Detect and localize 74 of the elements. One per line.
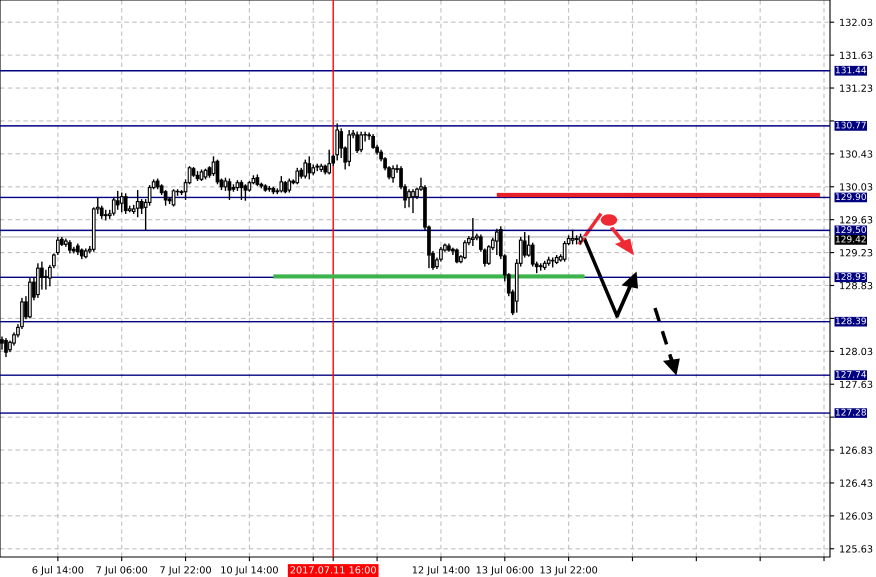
candlestick [570, 228, 574, 246]
y-tick-label: 129.23 [840, 249, 872, 256]
x-tick-label: 13 Jul 06:00 [476, 566, 534, 576]
y-tick-label: 126.03 [840, 512, 872, 520]
candlestick [391, 164, 395, 184]
candlestick [359, 130, 363, 153]
candlestick [136, 189, 140, 218]
x-tick-label: 7 Jul 22:00 [160, 566, 211, 576]
x-tick-label: 2017.07.11 16:00 [290, 566, 376, 574]
candlestick [196, 170, 200, 182]
candlestick [303, 158, 308, 180]
x-tick-label: 12 Jul 14:00 [412, 566, 470, 576]
y-tick-label: 130.43 [840, 150, 872, 158]
x-tick-label: 7 Jul 06:00 [96, 566, 148, 576]
ref-line-label: 129.42 [836, 236, 866, 242]
candlestick [68, 240, 72, 254]
y-tick-label: 128.83 [840, 282, 872, 290]
candlestick [172, 188, 176, 208]
candlestick [542, 260, 547, 271]
candlestick [554, 254, 559, 265]
y-tick-label: 128.03 [840, 348, 872, 356]
candlestick [411, 188, 415, 214]
x-tick-label: 13 Jul 22:00 [540, 566, 598, 576]
candlestick [236, 179, 240, 192]
candlestick [104, 209, 108, 222]
candlestick [116, 190, 120, 210]
candlestick [287, 178, 292, 194]
candlestick [200, 168, 204, 182]
candlestick [204, 168, 208, 180]
y-tick-label: 126.43 [840, 479, 872, 487]
ref-line-label: 129.50 [836, 226, 866, 233]
candlestick [228, 178, 232, 201]
candlestick [283, 180, 288, 194]
y-tick-label: 125.63 [840, 545, 872, 553]
candlestick [327, 149, 332, 176]
candlestick [76, 242, 80, 256]
candlestick [311, 164, 316, 176]
candlestick [44, 269, 48, 290]
candlestick [240, 179, 244, 201]
ref-line-label: 128.93 [836, 273, 866, 280]
x-tick-label: 6 Jul 14:00 [32, 566, 84, 576]
ref-line-label: 127.74 [836, 370, 866, 378]
candlestick [4, 337, 8, 358]
candlestick [256, 174, 260, 187]
candlestick [307, 156, 312, 180]
y-tick-label: 132.03 [840, 18, 872, 26]
ref-line-label: 130.77 [836, 122, 866, 128]
y-tick-label: 131.63 [840, 52, 872, 59]
y-tick-label: 126.83 [840, 446, 872, 454]
y-tick-label: 129.63 [840, 216, 872, 224]
candlestick [546, 256, 551, 266]
candlestick [279, 175, 284, 194]
x-tick-label: 10 Jul 14:00 [221, 566, 278, 576]
y-tick-label: 130.03 [840, 183, 872, 191]
ref-line-label: 129.90 [836, 193, 866, 200]
ref-line-label: 131.44 [836, 66, 866, 74]
candlestick [471, 217, 475, 247]
candlestick [244, 184, 248, 202]
candlestick [295, 167, 300, 185]
candlestick [550, 256, 555, 268]
candlestick [323, 164, 328, 176]
ref-line-label: 128.39 [836, 317, 866, 324]
candlestick [355, 130, 359, 154]
candlestick [455, 248, 459, 264]
candlestick [84, 248, 88, 260]
candlestick [80, 248, 84, 260]
ref-line-label: 127.28 [836, 408, 866, 416]
y-tick-label: 127.63 [840, 380, 872, 388]
candlestick [463, 240, 467, 260]
candlestick [124, 192, 128, 215]
candlestick [120, 192, 124, 213]
candlestick [494, 228, 499, 256]
y-tick-label: 131.23 [840, 84, 872, 92]
candlestick [574, 234, 578, 246]
